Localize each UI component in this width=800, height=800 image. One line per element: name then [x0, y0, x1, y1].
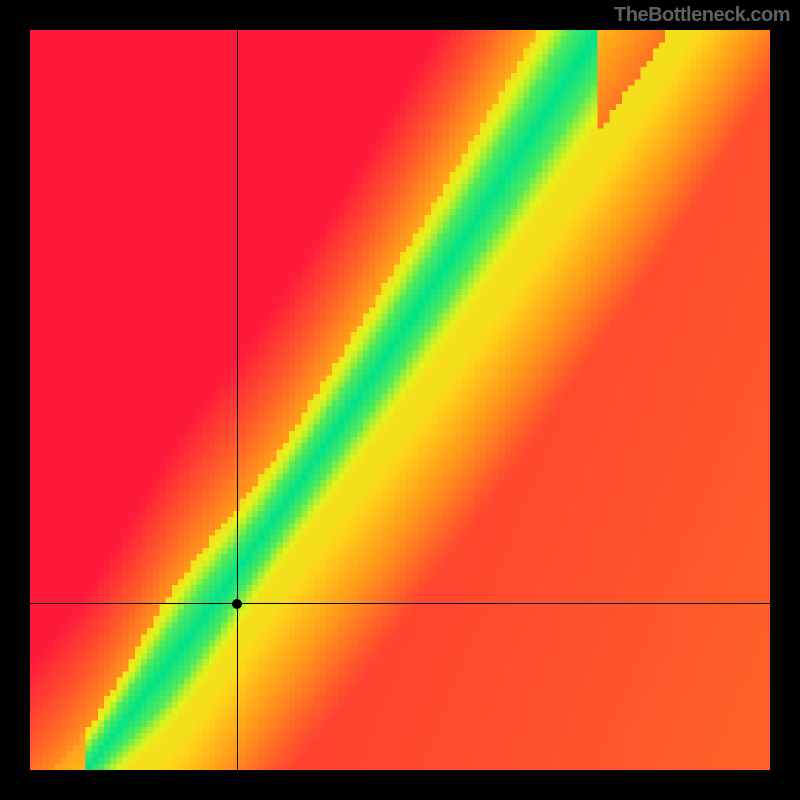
crosshair-vertical	[237, 30, 238, 770]
chart-container: TheBottleneck.com	[0, 0, 800, 800]
source-watermark: TheBottleneck.com	[614, 4, 790, 27]
bottleneck-heatmap	[30, 30, 770, 770]
crosshair-horizontal	[30, 603, 770, 604]
selection-marker[interactable]	[232, 599, 242, 609]
